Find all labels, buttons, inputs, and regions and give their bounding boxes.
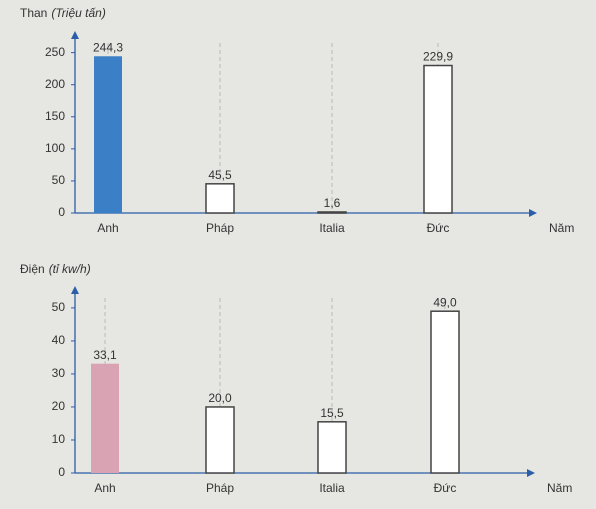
value-label: 45,5 — [208, 168, 232, 182]
x-tick-label: Anh — [94, 481, 115, 495]
x-tick-label: Đức — [427, 221, 450, 235]
y-label: Điện — [20, 262, 45, 276]
x-axis-title: Năm — [547, 481, 572, 495]
y-label: Than — [20, 6, 47, 20]
bar — [91, 363, 119, 473]
bar — [94, 56, 122, 214]
y-tick-label: 250 — [45, 45, 65, 59]
y-tick-label: 150 — [45, 109, 65, 123]
x-tick-label: Đức — [434, 481, 457, 495]
bar — [430, 310, 460, 474]
bar — [317, 421, 347, 474]
y-tick-label: 20 — [52, 399, 66, 413]
y-tick-label: 100 — [45, 141, 65, 155]
value-label: 229,9 — [423, 50, 453, 64]
value-label: 20,0 — [208, 391, 232, 405]
value-label: 33,1 — [93, 348, 117, 362]
y-unit: (tỉ kw/h) — [49, 262, 91, 276]
bar — [317, 211, 347, 214]
x-tick-label: Italia — [319, 481, 345, 495]
x-axis-arrow — [527, 469, 535, 477]
x-tick-label: Pháp — [206, 221, 234, 235]
value-label: 1,6 — [324, 196, 341, 210]
value-label: 244,3 — [93, 40, 123, 54]
x-axis-title: Năm — [549, 221, 574, 235]
x-tick-label: Anh — [97, 221, 118, 235]
bar — [205, 406, 235, 474]
y-tick-label: 0 — [58, 205, 65, 219]
y-axis-title: Điện (tỉ kw/h) — [20, 262, 91, 276]
y-tick-label: 50 — [52, 173, 66, 187]
y-axis-arrow — [71, 31, 79, 39]
y-tick-label: 10 — [52, 432, 66, 446]
bar — [205, 183, 235, 214]
y-tick-label: 0 — [58, 465, 65, 479]
y-tick-label: 30 — [52, 366, 66, 380]
x-tick-label: Italia — [319, 221, 345, 235]
bar — [423, 64, 453, 214]
y-tick-label: 40 — [52, 333, 66, 347]
y-tick-label: 200 — [45, 77, 65, 91]
x-tick-label: Pháp — [206, 481, 234, 495]
y-axis-title: Than (Triệu tấn) — [20, 6, 106, 20]
value-label: 49,0 — [433, 295, 457, 309]
y-tick-label: 50 — [52, 300, 66, 314]
x-axis-arrow — [529, 209, 537, 217]
y-unit: (Triệu tấn) — [51, 6, 105, 20]
y-axis-arrow — [71, 286, 79, 294]
value-label: 15,5 — [320, 406, 344, 420]
